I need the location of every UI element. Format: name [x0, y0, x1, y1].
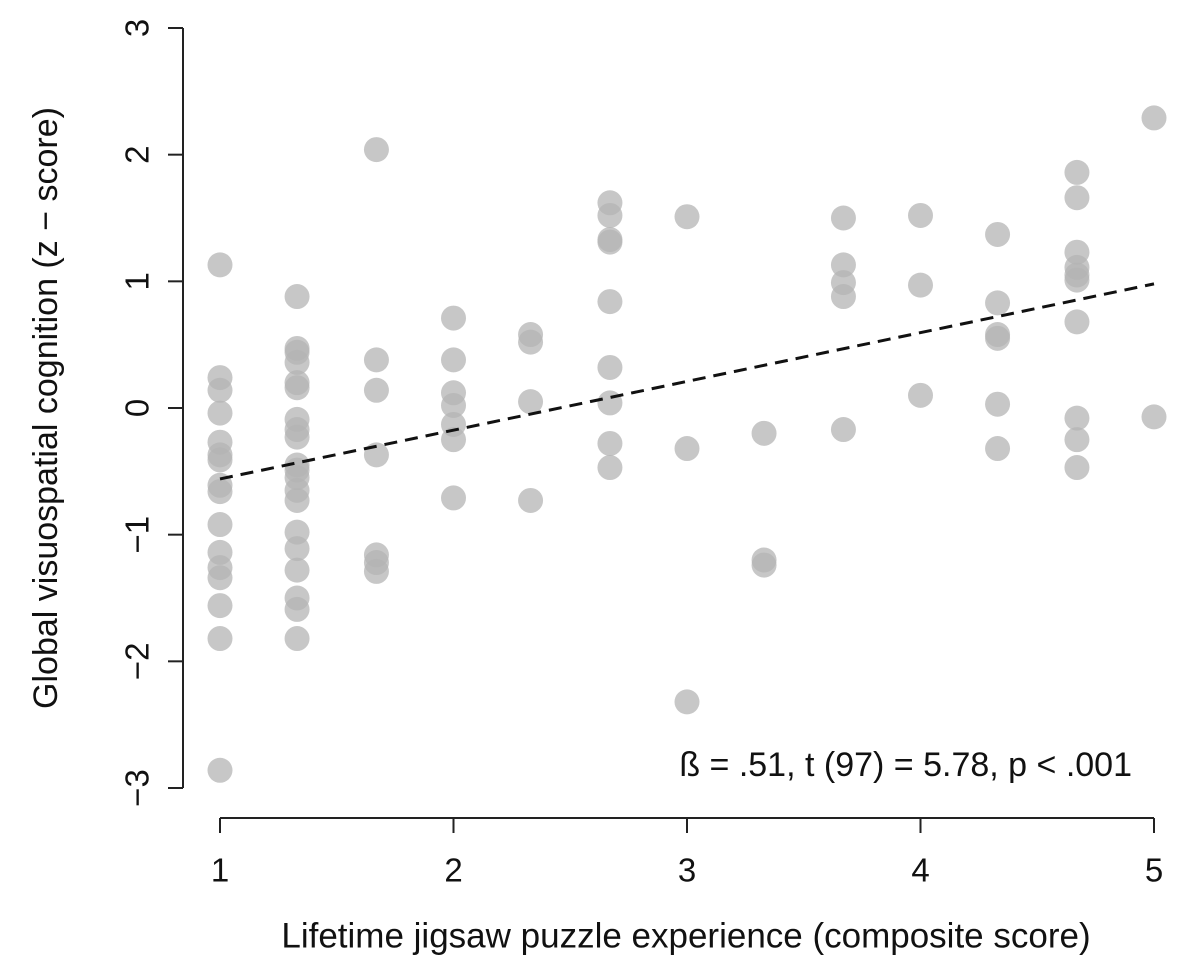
point — [674, 689, 700, 715]
point — [597, 289, 623, 315]
point — [1141, 404, 1167, 430]
y-tick-label: −2 — [119, 643, 156, 681]
point — [830, 417, 856, 443]
point — [441, 427, 466, 453]
x-tick-label: 2 — [444, 852, 462, 889]
point — [985, 325, 1011, 351]
point — [363, 558, 389, 584]
point — [674, 436, 700, 462]
point — [207, 626, 233, 652]
point — [441, 305, 466, 331]
trend-line — [219, 282, 1155, 481]
point — [518, 389, 544, 415]
point — [985, 436, 1011, 462]
point — [284, 424, 310, 450]
y-tick-label: −1 — [119, 516, 156, 554]
point — [284, 536, 310, 562]
point — [597, 202, 623, 228]
y-tick-label: −3 — [119, 769, 156, 807]
x-tick-label: 5 — [1145, 852, 1163, 889]
x-axis-label: Lifetime jigsaw puzzle experience (compo… — [281, 916, 1090, 955]
y-tick-label: 0 — [119, 399, 156, 417]
point — [518, 487, 544, 513]
point — [830, 205, 856, 231]
annotation: ß = .51, t (97) = 5.78, p < .001 — [679, 746, 1132, 784]
point — [284, 284, 310, 310]
point — [207, 593, 233, 619]
point — [441, 392, 466, 418]
point — [363, 137, 389, 163]
point — [908, 382, 933, 408]
point — [207, 479, 233, 505]
point — [284, 557, 310, 583]
point — [207, 252, 233, 278]
point — [985, 290, 1011, 316]
point — [597, 455, 623, 481]
point — [674, 204, 700, 230]
point — [1064, 455, 1090, 481]
point — [284, 349, 310, 375]
point — [207, 400, 233, 426]
point — [1064, 185, 1090, 211]
point — [751, 552, 777, 578]
y-tick-label: 1 — [119, 272, 156, 290]
point — [830, 284, 856, 310]
point — [363, 377, 389, 403]
x-tick-label: 3 — [678, 852, 696, 889]
point — [1064, 427, 1090, 453]
point — [284, 487, 310, 513]
point — [1064, 159, 1090, 185]
point — [207, 565, 233, 591]
point — [597, 229, 623, 255]
point — [908, 202, 933, 228]
point — [284, 626, 310, 652]
point — [597, 354, 623, 380]
point — [1064, 267, 1090, 293]
point — [985, 221, 1011, 247]
point — [441, 347, 466, 373]
x-tick-label: 1 — [211, 852, 229, 889]
point — [1064, 405, 1090, 431]
point — [597, 430, 623, 456]
point — [207, 757, 233, 783]
x-tick-label: 4 — [911, 852, 929, 889]
point — [207, 377, 233, 403]
point — [284, 375, 310, 401]
point — [207, 447, 233, 473]
point — [908, 272, 933, 298]
point — [207, 512, 233, 538]
point — [518, 329, 544, 355]
point — [985, 391, 1011, 417]
point — [751, 420, 777, 446]
y-tick-label: 3 — [119, 19, 156, 37]
point — [284, 596, 310, 622]
point — [1141, 105, 1167, 131]
y-axis-label: Global visuospatial cognition (z − score… — [27, 107, 65, 709]
point — [441, 485, 466, 511]
point — [363, 347, 389, 373]
y-tick-label: 2 — [119, 145, 156, 163]
point — [1064, 309, 1090, 335]
point — [830, 252, 856, 278]
